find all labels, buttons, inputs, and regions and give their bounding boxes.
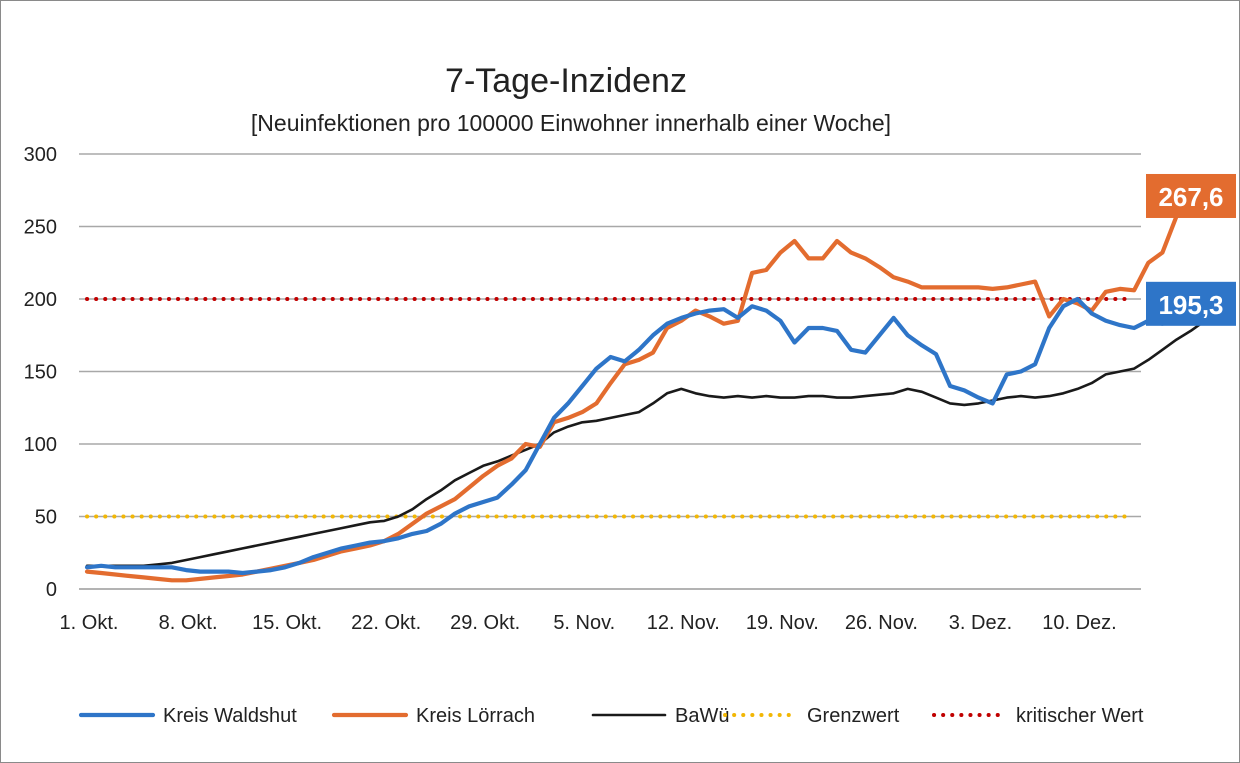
end-label-text: 267,6 (1158, 182, 1223, 212)
end-label-text: 195,3 (1158, 290, 1223, 320)
end-label-badge: 195,3 (1146, 281, 1236, 326)
x-tick-label: 1. Okt. (60, 612, 119, 634)
legend-label: Grenzwert (807, 705, 900, 727)
x-tick-label: 12. Nov. (647, 612, 720, 634)
y-tick-label: 0 (46, 579, 57, 601)
legend-label: Kreis Lörrach (416, 705, 535, 727)
chart-title: 7-Tage-Inzidenz (445, 62, 687, 100)
legend-item: kritischer Wert (932, 705, 1144, 727)
y-tick-label: 50 (35, 507, 57, 529)
legend-label: BaWü (675, 705, 729, 727)
legend-label: Kreis Waldshut (163, 705, 297, 727)
legend-item: Grenzwert (723, 705, 900, 727)
x-tick-label: 3. Dez. (949, 612, 1012, 634)
x-tick-label: 26. Nov. (845, 612, 918, 634)
series-line-kreis-l-rrach (84, 198, 1208, 583)
legend-label: kritischer Wert (1016, 705, 1144, 727)
x-tick-label: 22. Okt. (351, 612, 421, 634)
y-tick-label: 250 (24, 217, 57, 239)
x-tick-label: 15. Okt. (252, 612, 322, 634)
legend-item: Kreis Waldshut (78, 705, 297, 727)
x-tick-label: 29. Okt. (450, 612, 520, 634)
y-axis: 0 50 100 150 200 250 300 (24, 144, 57, 601)
chart-subtitle: [Neuinfektionen pro 100000 Einwohner inn… (251, 110, 891, 136)
y-tick-label: 150 (24, 362, 57, 384)
series-line-kreis-waldshut (84, 296, 1208, 576)
y-tick-label: 200 (24, 289, 57, 311)
legend: Kreis Waldshut Kreis Lörrach BaWü Grenzwert… (78, 705, 1144, 727)
legend-item: Kreis Lörrach (331, 705, 535, 727)
end-label-badge: 267,6 (1146, 173, 1236, 218)
x-tick-label: 5. Nov. (553, 612, 615, 634)
x-tick-label: 8. Okt. (159, 612, 218, 634)
y-tick-label: 300 (24, 144, 57, 166)
y-tick-label: 100 (24, 434, 57, 456)
series-group (84, 198, 1208, 583)
end-labels: 195,3 267,6 (1146, 173, 1236, 326)
series-line-baw- (85, 319, 1207, 568)
x-tick-label: 10. Dez. (1042, 612, 1116, 634)
grid (79, 153, 1141, 590)
legend-item: BaWü (591, 705, 729, 727)
end-label-background (1146, 281, 1236, 326)
x-axis: 1. Okt. 8. Okt. 15. Okt. 22. Okt. 29. Okt. 5.… (60, 612, 1117, 634)
x-tick-label: 19. Nov. (746, 612, 819, 634)
end-label-background (1146, 173, 1236, 218)
